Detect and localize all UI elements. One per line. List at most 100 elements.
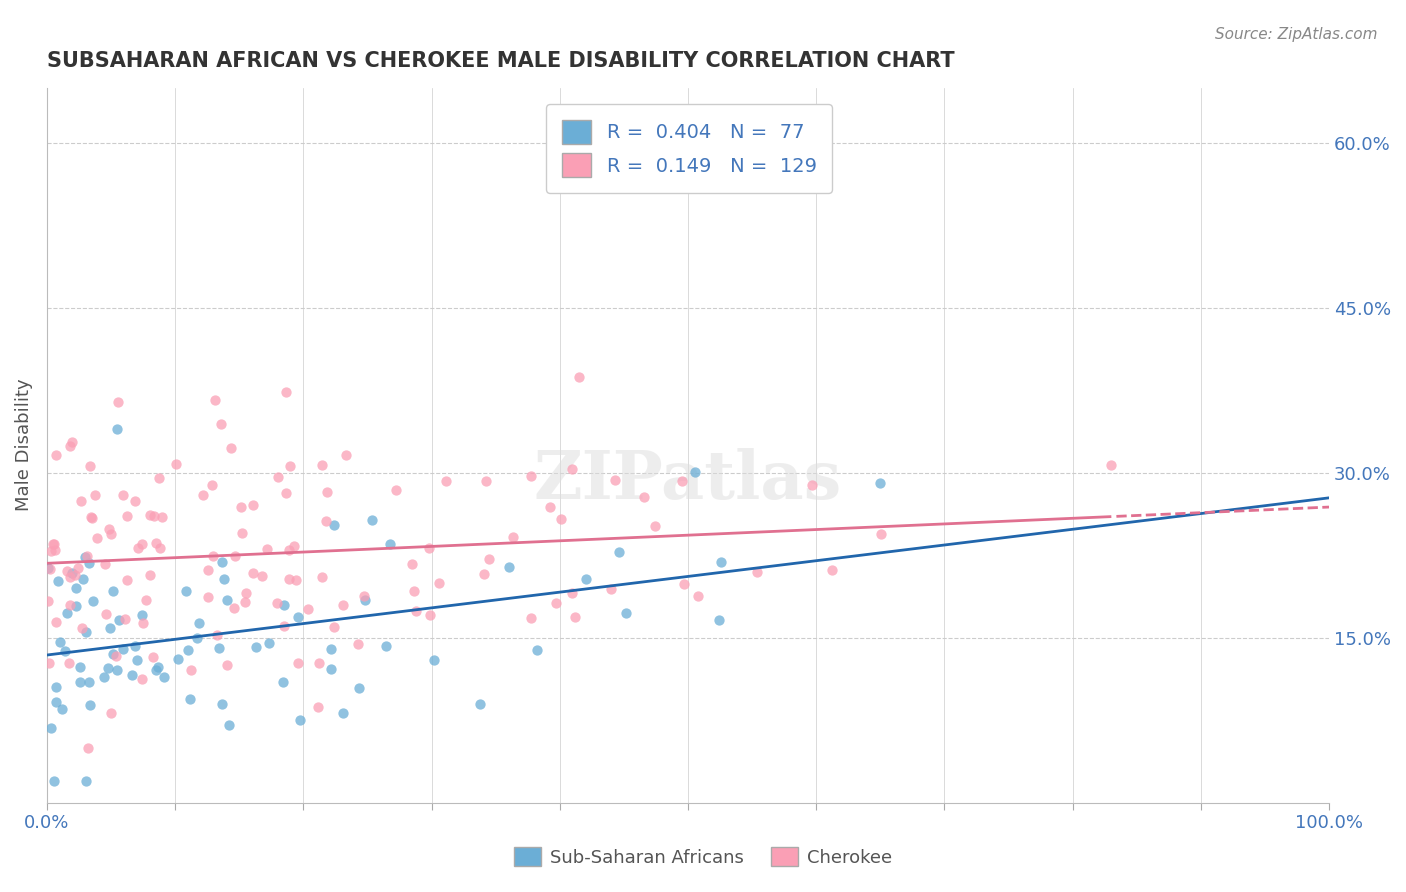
Point [142,649,165,664]
Point [132,616,155,631]
Point [63,568,86,582]
Point [39,721,62,735]
Text: SUBSAHARAN AFRICAN VS CHEROKEE MALE DISABILITY CORRELATION CHART: SUBSAHARAN AFRICAN VS CHEROKEE MALE DISA… [46,51,955,70]
Point [69,660,91,674]
Point [45,695,67,709]
Point [672,576,695,591]
Point [59,570,82,584]
Point [323,620,346,634]
Point [94,557,117,571]
Point [224,549,246,564]
Point [38,656,60,670]
Point [405,604,427,618]
Point [107,394,129,409]
Point [419,608,441,623]
Point [48,574,70,589]
Point [131,672,153,686]
Point [222,600,245,615]
Point [614,606,637,620]
Point [59,599,82,613]
Point [257,636,280,650]
Point [335,448,357,462]
Point [671,475,693,489]
Point [58,656,80,670]
Point [167,652,190,666]
Point [245,640,267,655]
Point [69,675,91,690]
Point [98,523,121,537]
Point [315,514,337,528]
Point [478,552,501,566]
Point [103,584,125,599]
Point [197,590,219,604]
Point [217,658,239,673]
Point [42,537,65,551]
Point [347,636,370,650]
Point [150,510,173,524]
Point [353,590,375,604]
Point [468,697,491,711]
Point [568,370,591,384]
Point [235,586,257,600]
Point [402,584,425,599]
Point [127,541,149,555]
Point [869,527,891,541]
Legend: R =  0.404   N =  77, R =  0.149   N =  129: R = 0.404 N = 77, R = 0.149 N = 129 [547,104,832,193]
Point [96,607,118,622]
Point [49,634,72,648]
Point [707,613,730,627]
Point [44,543,66,558]
Point [385,483,408,497]
Point [101,647,124,661]
Legend: Sub-Saharan Africans, Cherokee: Sub-Saharan Africans, Cherokee [506,840,900,874]
Point [77,675,100,690]
Point [100,526,122,541]
Point [138,508,160,522]
Point [124,639,146,653]
Y-axis label: Male Disability: Male Disability [15,379,32,511]
Point [311,569,333,583]
Point [561,586,583,600]
Point [148,660,170,674]
Point [422,653,444,667]
Point [70,622,93,636]
Point [273,618,295,632]
Point [332,706,354,720]
Point [67,561,90,575]
Point [475,474,498,488]
Point [76,740,98,755]
Point [311,458,333,472]
Point [65,581,87,595]
Point [41,537,63,551]
Point [127,653,149,667]
Point [70,494,93,508]
Point [211,555,233,569]
Point [600,582,623,596]
Point [45,615,67,629]
Point [498,560,520,574]
Point [605,473,627,487]
Point [209,417,232,431]
Point [215,593,238,607]
Point [418,541,440,555]
Point [288,714,311,728]
Point [644,519,666,533]
Point [208,640,231,655]
Point [121,668,143,682]
Point [80,510,103,524]
Point [869,475,891,490]
Point [287,610,309,624]
Point [142,508,165,523]
Point [308,656,330,670]
Point [800,477,823,491]
Point [380,537,402,551]
Point [100,706,122,721]
Point [45,680,67,694]
Point [79,698,101,713]
Point [546,596,568,610]
Point [82,594,104,608]
Point [93,671,115,685]
Point [322,517,344,532]
Point [37,594,59,608]
Point [278,572,301,586]
